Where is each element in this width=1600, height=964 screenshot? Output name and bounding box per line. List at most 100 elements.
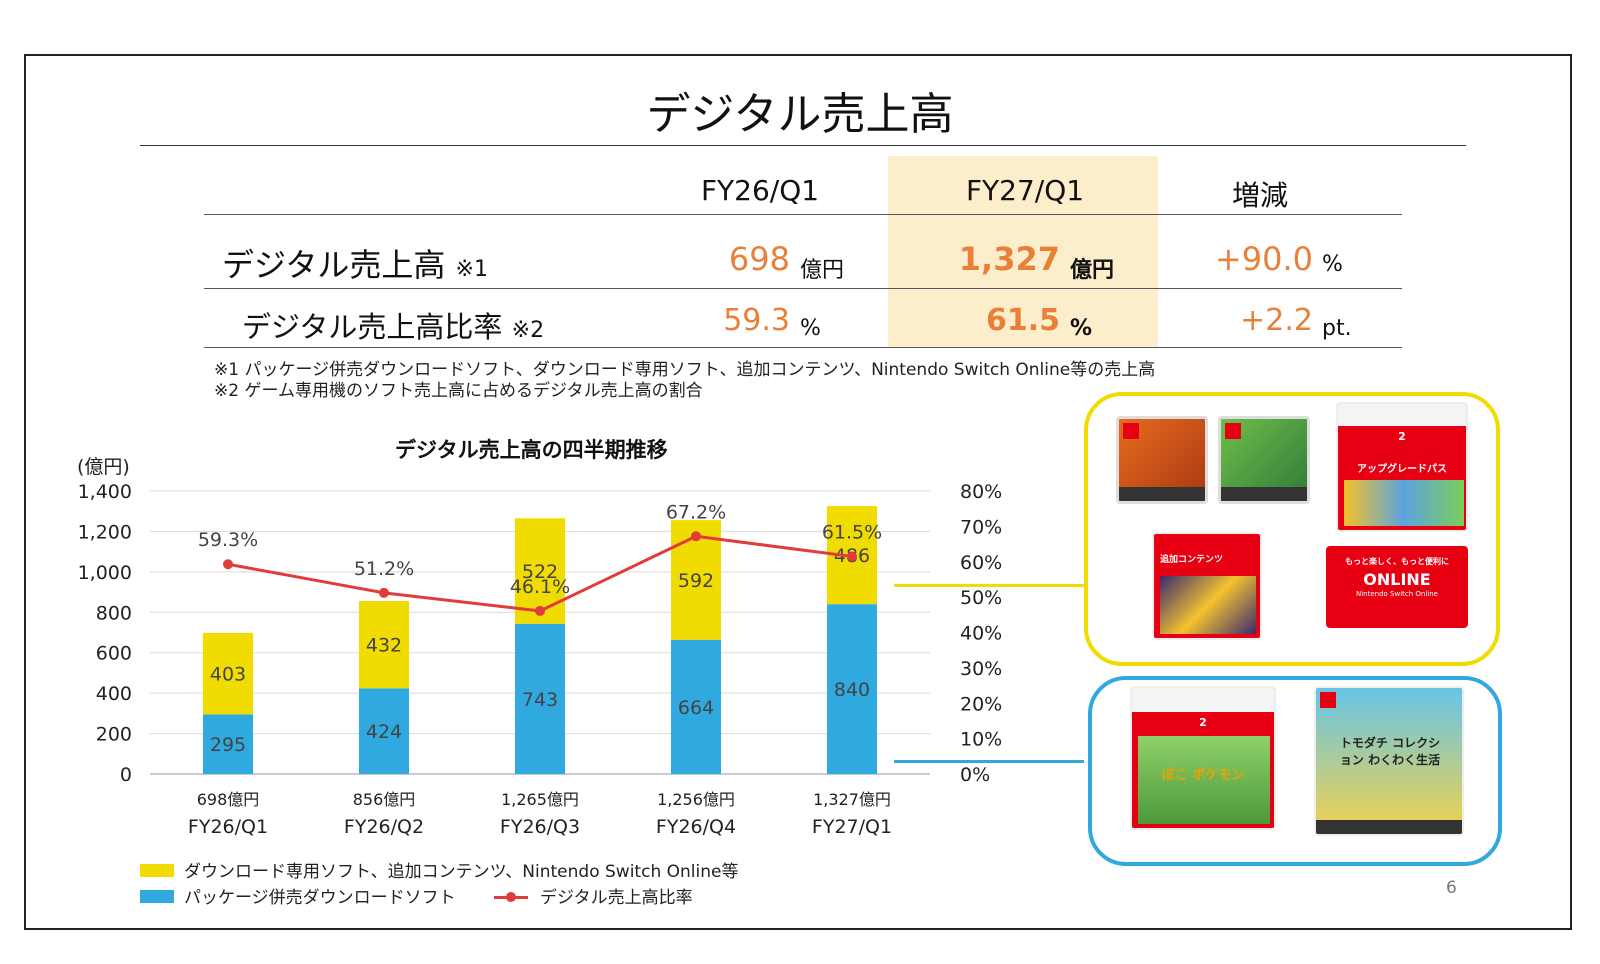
- legend-label-ratio: デジタル売上高比率: [540, 888, 693, 908]
- table-row-rule: [204, 288, 1402, 289]
- y-tick-label: 400: [96, 683, 132, 705]
- blue-connector: [894, 760, 1084, 763]
- switch2-badge: 2: [1398, 430, 1406, 443]
- y2-tick-label: 10%: [960, 729, 1002, 751]
- footnote-1: ※1 パッケージ併売ダウンロードソフト、ダウンロード専用ソフト、追加コンテンツ、…: [214, 360, 1156, 380]
- y2-tick-label: 80%: [960, 481, 1002, 503]
- row-digital-sales-note: ※1: [455, 257, 488, 282]
- nso-online-logo: ONLINE: [1363, 570, 1431, 589]
- card-hanger: [1338, 404, 1466, 426]
- product-nso-card: もっと楽しく、もっと便利に ONLINE Nintendo Switch Onl…: [1326, 546, 1468, 628]
- y-tick-label: 1,200: [78, 521, 132, 543]
- card-footer: [1119, 487, 1205, 501]
- row-digital-ratio-fy26-unit: %: [800, 316, 821, 341]
- row-digital-sales-fy27-unit: 億円: [1070, 258, 1115, 283]
- row-digital-ratio-label: デジタル売上高比率 ※2: [242, 310, 545, 344]
- legend-swatch-package-download: [140, 890, 174, 903]
- ratio-point: [223, 559, 233, 570]
- bar-value-label-package: 424: [366, 721, 402, 743]
- bar-value-label-download: 522: [522, 561, 558, 583]
- y-tick-label: 1,000: [78, 562, 132, 584]
- y-tick-label: 800: [96, 602, 132, 624]
- y2-tick-label: 20%: [960, 693, 1002, 715]
- card-footer: [1316, 820, 1462, 834]
- bar-package-download: [671, 639, 721, 774]
- total-label: 1,327億円: [813, 790, 891, 809]
- bar-value-label-package: 664: [678, 697, 714, 719]
- row-digital-sales-change-unit: %: [1322, 252, 1343, 277]
- y2-tick-label: 0%: [960, 764, 990, 786]
- ratio-value-label: 59.3%: [198, 529, 258, 551]
- row-digital-ratio-fy27-unit: %: [1070, 316, 1093, 341]
- ratio-value-label: 46.1%: [510, 576, 570, 598]
- header-change: 増減: [1231, 179, 1288, 212]
- y2-tick-label: 40%: [960, 623, 1002, 645]
- bar-value-label-download: 432: [366, 635, 402, 657]
- switch-logo-icon: [1320, 692, 1336, 708]
- product-upgrade-pass: 2 アップグレードパス: [1336, 402, 1468, 532]
- bar-value-label-download: 592: [678, 570, 714, 592]
- table-header-rule: [204, 214, 1402, 215]
- legend-dot-ratio: [506, 892, 516, 902]
- product-tomodachi: トモダチ コレクション わくわく生活: [1314, 686, 1464, 836]
- footnote-2: ※2 ゲーム専用機のソフト売上高に占めるデジタル売上高の割合: [214, 381, 703, 401]
- chart-title: デジタル売上高の四半期推移: [395, 438, 668, 462]
- y-tick-label: 600: [96, 643, 132, 665]
- product-card-green: [1218, 416, 1310, 504]
- ratio-point: [691, 531, 701, 542]
- bar-package-download: [515, 623, 565, 774]
- card-hanger: [1132, 688, 1274, 712]
- bar-package-download: [359, 688, 409, 774]
- total-label: 1,256億円: [657, 790, 735, 809]
- ratio-value-label: 67.2%: [666, 501, 726, 523]
- download-only-products-group: 2 アップグレードパス 追加コンテンツ もっと楽しく、もっと便利に ONLINE…: [1084, 392, 1500, 666]
- row-digital-sales-change: +90.0: [1214, 240, 1313, 278]
- row-digital-ratio-change: +2.2: [1240, 303, 1313, 338]
- legend-swatch-download-only: [140, 864, 174, 877]
- dlc-artwork: [1160, 576, 1256, 634]
- slide-frame: [24, 54, 1572, 930]
- y2-tick-label: 30%: [960, 658, 1002, 680]
- bar-download-only: [359, 600, 409, 689]
- row-digital-ratio-fy26: 59.3: [723, 303, 790, 338]
- nso-tagline: もっと楽しく、もっと便利に: [1345, 557, 1449, 566]
- digital-sales-chart: 0 200 400 600 800 1,000 1,200 1,400 0% 10% 20% 30% 4…: [78, 481, 1003, 838]
- product-card-orange: [1116, 416, 1208, 504]
- y-tick-label: 1,400: [78, 481, 132, 503]
- table-bottom-rule: [204, 347, 1402, 348]
- row-digital-ratio-fy27: 61.5: [985, 303, 1060, 338]
- bar-value-label-package: 295: [210, 734, 246, 756]
- product-dlc-card: 追加コンテンツ: [1152, 532, 1262, 640]
- product-download-card: 2 ぽこ ポケモン: [1130, 686, 1276, 830]
- tomodachi-title: トモダチ コレクション わくわく生活: [1339, 736, 1441, 767]
- package-download-products-group: 2 ぽこ ポケモン トモダチ コレクション わくわく生活: [1088, 676, 1502, 866]
- switch-logo-icon: [1123, 423, 1139, 439]
- fy27-highlight-column: [888, 156, 1158, 348]
- total-label: 1,265億円: [501, 790, 579, 809]
- legend-label-package-download: パッケージ併売ダウンロードソフト: [184, 888, 456, 908]
- ratio-value-label: 61.5%: [822, 521, 882, 543]
- legend-label-download-only: ダウンロード専用ソフト、追加コンテンツ、Nintendo Switch Onli…: [184, 862, 739, 882]
- switch2-badge: 2: [1199, 716, 1207, 729]
- row-digital-sales-fy27: 1,327: [958, 240, 1060, 278]
- ratio-point: [535, 605, 545, 616]
- pokemon-title: ぽこ ポケモン: [1161, 768, 1245, 783]
- y2-tick-label: 70%: [960, 516, 1002, 538]
- bar-download-only: [203, 632, 253, 715]
- ratio-point: [847, 551, 857, 562]
- header-fy26-q1: FY26/Q1: [700, 174, 820, 207]
- pokemon-artwork: [1138, 736, 1270, 824]
- row-digital-sales-fy26: 698: [728, 240, 790, 278]
- yellow-connector: [894, 584, 1084, 587]
- nso-subtitle: Nintendo Switch Online: [1355, 590, 1438, 598]
- title-divider: [140, 145, 1466, 146]
- row-digital-ratio-note: ※2: [511, 318, 545, 343]
- row-digital-sales-label: デジタル売上高 ※1: [222, 246, 488, 284]
- bar-value-label-package: 743: [522, 689, 558, 711]
- row-digital-sales-fy26-unit: 億円: [800, 258, 845, 283]
- x-category-label: FY26/Q1: [188, 816, 268, 838]
- x-category-label: FY26/Q3: [500, 816, 580, 838]
- y-tick-label: 200: [96, 724, 132, 746]
- ratio-value-label: 51.2%: [354, 558, 414, 580]
- upgrade-pass-label: アップグレードパス: [1357, 464, 1447, 475]
